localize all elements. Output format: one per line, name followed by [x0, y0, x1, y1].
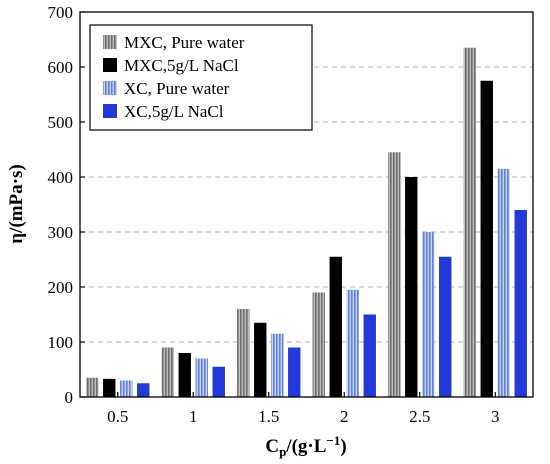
bar-1-1: [161, 347, 174, 397]
bar-3-1: [195, 358, 208, 397]
bar-2-2.5: [405, 177, 418, 397]
legend-swatch: [103, 58, 117, 72]
y-tick-label: 700: [48, 3, 74, 22]
bar-1-1.5: [237, 309, 250, 397]
y-tick-label: 100: [48, 333, 74, 352]
bar-4-2.5: [439, 256, 452, 397]
bars: [86, 47, 527, 397]
legend-label: XC, Pure water: [124, 79, 230, 98]
legend-swatch: [103, 81, 117, 95]
y-axis-title: η/(mPa·s): [6, 164, 27, 243]
bar-3-3: [497, 168, 510, 397]
bar-2-2: [329, 256, 342, 397]
x-axis-title: Cp/(g·L−1): [265, 433, 346, 459]
bar-2-1: [178, 353, 191, 397]
x-axis-title-end: ): [340, 436, 346, 457]
x-axis-title-rest: /(g·L: [285, 436, 326, 457]
x-tick-label: 2: [340, 407, 349, 426]
legend-label: MXC,5g/L NaCl: [124, 56, 239, 75]
bar-2-0.5: [103, 378, 116, 397]
x-tick-label: 1: [189, 407, 198, 426]
y-tick-label: 400: [48, 168, 74, 187]
y-tick-label: 0: [65, 388, 74, 407]
bar-4-2: [363, 314, 376, 397]
x-axis-title-subscript: p: [279, 444, 286, 459]
bar-1-0.5: [86, 377, 99, 397]
legend-swatch: [103, 35, 117, 49]
bar-4-1: [212, 366, 225, 397]
legend-swatch: [103, 104, 117, 118]
bar-2-1.5: [254, 322, 267, 397]
bar-1-2: [312, 292, 325, 397]
y-tick-label: 200: [48, 278, 74, 297]
legend-label: XC,5g/L NaCl: [124, 102, 224, 121]
bar-3-2: [346, 289, 359, 397]
bar-2-3: [480, 80, 493, 397]
x-tick-label: 0.5: [107, 407, 128, 426]
legend-box: [89, 24, 313, 131]
bar-4-1.5: [288, 347, 301, 397]
x-axis-ticks: 0.5 1 1.5 2 2.5 3: [107, 392, 500, 426]
x-axis-title-main: C: [265, 436, 279, 457]
plot-area-frame: [79, 11, 534, 398]
y-tick-label: 500: [48, 113, 74, 132]
y-axis-ticks: 0 100 200 300 400 500 600 700: [48, 3, 85, 407]
legend-label: MXC, Pure water: [124, 33, 245, 52]
x-tick-label: 3: [491, 407, 500, 426]
bar-3-1.5: [271, 333, 284, 397]
bar-4-0.5: [137, 383, 150, 397]
y-tick-label: 300: [48, 223, 74, 242]
bar-1-2.5: [388, 152, 401, 397]
x-axis-title-superscript: −1: [326, 433, 340, 448]
bar-4-3: [514, 210, 527, 397]
bar-3-2.5: [422, 232, 435, 397]
bar-3-0.5: [120, 380, 133, 397]
legend: MXC, Pure water MXC,5g/L NaCl XC, Pure wat…: [89, 24, 313, 131]
y-tick-label: 600: [48, 58, 74, 77]
bar-1-3: [463, 47, 476, 397]
x-tick-label: 1.5: [258, 407, 279, 426]
x-tick-label: 2.5: [409, 407, 430, 426]
